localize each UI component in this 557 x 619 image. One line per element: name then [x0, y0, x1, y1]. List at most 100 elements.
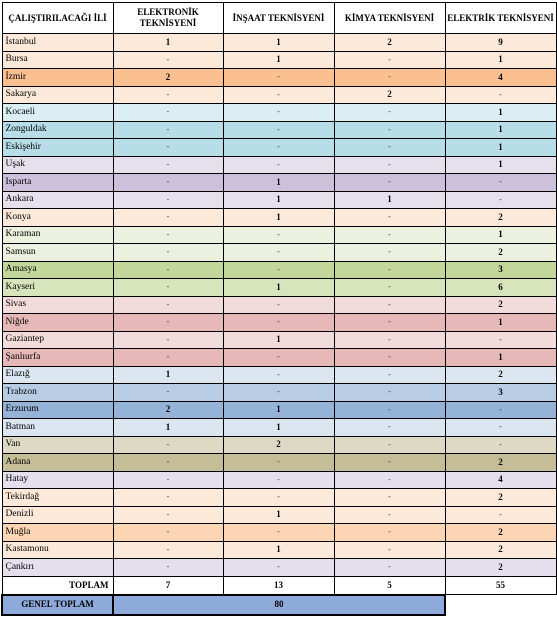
city-cell: Konya — [1, 208, 114, 227]
table-row: Batman 1 1- - — [1, 418, 557, 437]
table-row: Hatay - - -4 — [1, 470, 557, 489]
value-cell: 1 — [444, 138, 557, 157]
value-cell: - — [333, 208, 446, 227]
value-cell: 1 — [444, 120, 557, 139]
value-cell: 1 — [444, 103, 557, 122]
value-cell: - — [222, 295, 335, 314]
value-cell: 1 — [222, 190, 335, 209]
value-cell: - — [112, 260, 224, 279]
value-cell: 2 — [333, 85, 446, 104]
value-cell: 1 — [444, 348, 557, 367]
value-cell: - — [333, 418, 446, 437]
city-cell: Denizli — [1, 505, 114, 524]
value-cell: - — [333, 260, 446, 279]
value-cell: - — [222, 85, 335, 104]
table-row: Çankırı - - -2 — [1, 558, 557, 577]
city-cell: Ankara — [1, 190, 114, 209]
value-cell: 6 — [444, 278, 557, 297]
value-cell: - — [222, 243, 335, 262]
value-cell: - — [222, 365, 335, 384]
table-row: Ankara -1 1- — [1, 190, 557, 209]
value-cell: - — [333, 278, 446, 297]
table-row: Sivas - - -2 — [1, 295, 557, 314]
city-cell: Kocaeli — [1, 103, 114, 122]
value-cell: 2 — [112, 68, 224, 87]
value-cell: - — [333, 540, 446, 559]
totals-row: TOPLAM 7 13 5 55 — [1, 575, 557, 595]
value-cell: 2 — [444, 295, 557, 314]
value-cell: - — [333, 348, 446, 367]
table-row: Adana - - -2 — [1, 453, 557, 472]
value-cell: 1 — [222, 400, 335, 419]
value-cell: - — [112, 295, 224, 314]
header-row: ÇALIŞTIRILACAĞI İLİ ELEKTRONİK TEKNİSYEN… — [1, 2, 557, 34]
value-cell: - — [112, 190, 224, 209]
value-cell: - — [222, 523, 335, 542]
table-row: Elazığ 1- -2 — [1, 365, 557, 384]
value-cell: 3 — [444, 383, 557, 402]
value-cell: - — [112, 243, 224, 262]
value-cell: - — [222, 488, 335, 507]
value-cell: - — [222, 138, 335, 157]
value-cell: 1 — [222, 540, 335, 559]
table-row: Karaman - - -1 — [1, 225, 557, 244]
table-row: Kayseri -1-6 — [1, 278, 557, 297]
value-cell: - — [112, 85, 224, 104]
header-chemistry-technician: KİMYA TEKNİSYENİ — [333, 2, 446, 34]
city-cell: İstanbul — [1, 33, 114, 52]
value-cell: - — [444, 330, 557, 349]
table-row: İstanbul 1 1 2 9 — [1, 33, 557, 52]
value-cell: - — [333, 453, 446, 472]
value-cell: - — [112, 155, 224, 174]
value-cell: - — [333, 295, 446, 314]
header-city: ÇALIŞTIRILACAĞI İLİ — [1, 2, 114, 34]
value-cell: 1 — [222, 50, 335, 69]
city-cell: Sakarya — [1, 85, 114, 104]
value-cell: - — [333, 400, 446, 419]
table-row: Tekirdağ - - -2 — [1, 488, 557, 507]
table-row: Niğde - - -1 — [1, 313, 557, 332]
value-cell: - — [112, 470, 224, 489]
value-cell: 1 — [222, 33, 335, 52]
value-cell: - — [444, 85, 557, 104]
value-cell: - — [112, 435, 224, 454]
value-cell: - — [112, 120, 224, 139]
city-cell: Bursa — [1, 50, 114, 69]
value-cell: 2 — [444, 208, 557, 227]
value-cell: 1 — [444, 225, 557, 244]
value-cell: - — [333, 330, 446, 349]
table-row: Eskişehir - - -1 — [1, 138, 557, 157]
value-cell: 1 — [444, 155, 557, 174]
city-cell: Kayseri — [1, 278, 114, 297]
city-cell: İzmir — [1, 68, 114, 87]
total-construction: 13 — [222, 575, 335, 595]
value-cell: - — [444, 400, 557, 419]
city-cell: Niğde — [1, 313, 114, 332]
value-cell: - — [112, 173, 224, 192]
city-cell: Muğla — [1, 523, 114, 542]
table-row: Bursa -1-1 — [1, 50, 557, 69]
city-cell: Van — [1, 435, 114, 454]
value-cell: - — [222, 225, 335, 244]
value-cell: - — [333, 365, 446, 384]
value-cell: - — [333, 120, 446, 139]
city-cell: Erzurum — [1, 400, 114, 419]
value-cell: 1 — [444, 50, 557, 69]
value-cell: - — [333, 173, 446, 192]
city-cell: Samsun — [1, 243, 114, 262]
value-cell: 4 — [444, 470, 557, 489]
value-cell: 1 — [222, 418, 335, 437]
value-cell: - — [112, 208, 224, 227]
value-cell: - — [444, 173, 557, 192]
value-cell: 2 — [444, 558, 557, 577]
table-row: Kastamonu -1-2 — [1, 540, 557, 559]
value-cell: - — [333, 225, 446, 244]
value-cell: 1 — [333, 190, 446, 209]
value-cell: - — [112, 138, 224, 157]
city-cell: Gaziantep — [1, 330, 114, 349]
value-cell: - — [222, 120, 335, 139]
value-cell: - — [222, 470, 335, 489]
value-cell: - — [333, 313, 446, 332]
city-cell: Eskişehir — [1, 138, 114, 157]
table-row: Denizli -1- - — [1, 505, 557, 524]
